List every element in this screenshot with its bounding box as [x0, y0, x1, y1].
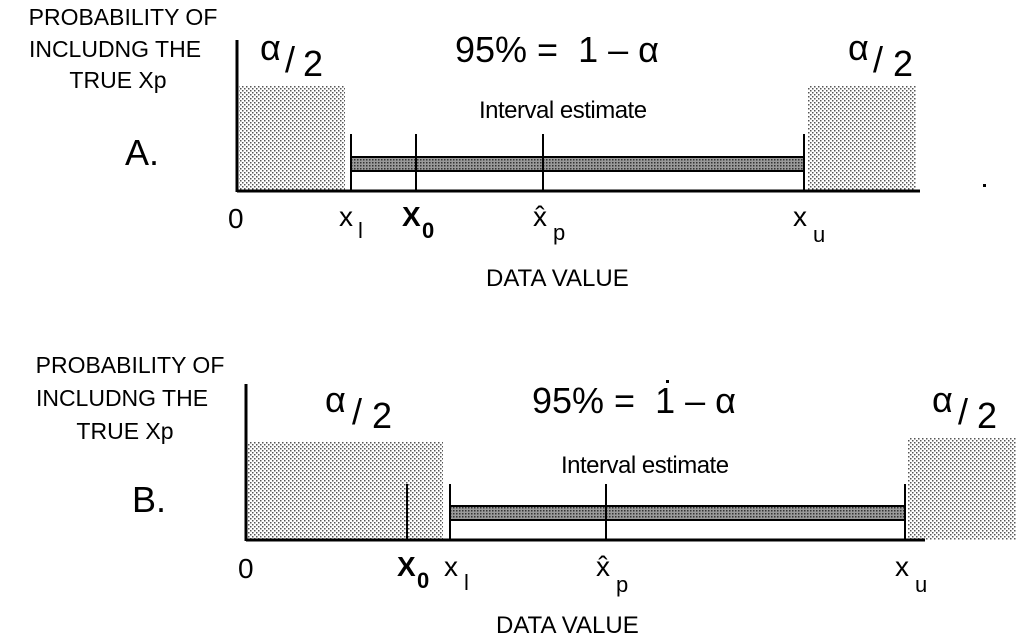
- x-axis-label: DATA VALUE: [486, 265, 629, 292]
- alpha-half-right: α / 2: [932, 379, 997, 436]
- alpha-half-left: α / 2: [325, 379, 392, 436]
- svg-text:α: α: [260, 27, 281, 68]
- tick-x-zero: X 0: [397, 551, 429, 593]
- svg-text:α: α: [932, 379, 953, 420]
- alpha-half-right: α / 2: [848, 27, 913, 84]
- tick-x-upper: x u: [793, 201, 825, 247]
- svg-text:u: u: [915, 572, 927, 597]
- svg-text:l: l: [464, 570, 469, 595]
- tick-x-p-hat: x̂ p: [533, 201, 565, 245]
- svg-text:/: /: [352, 391, 362, 432]
- panel-b: PROBABILITY OF INCLUDNG THE TRUE Xp B. α…: [36, 352, 1016, 639]
- svg-text:x: x: [793, 201, 807, 232]
- svg-text:x: x: [444, 551, 458, 582]
- x-axis-label: DATA VALUE: [496, 612, 639, 639]
- svg-text:/: /: [958, 391, 968, 432]
- panel-letter-a: A.: [125, 132, 159, 173]
- lower-tail-region: [239, 86, 345, 192]
- tick-x-upper: x u: [895, 551, 927, 597]
- upper-tail-region: [808, 86, 916, 192]
- y-axis-label-line-1: PROBABILITY OF: [36, 352, 225, 378]
- svg-text:/: /: [873, 39, 883, 80]
- svg-text:x̂: x̂: [533, 201, 547, 232]
- tick-x-zero: X 0: [402, 201, 434, 243]
- tick-zero: 0: [238, 553, 254, 584]
- lower-tail-region: [248, 442, 443, 540]
- tick-x-lower: x l: [444, 551, 469, 595]
- interval-estimate-label: Interval estimate: [479, 97, 647, 124]
- svg-text:2: 2: [977, 395, 997, 436]
- panel-letter-b: B.: [132, 479, 166, 520]
- y-axis-label-line-3: TRUE Xp: [76, 418, 173, 444]
- stray-dot: [983, 184, 986, 187]
- svg-text:l: l: [358, 218, 363, 243]
- svg-text:2: 2: [303, 43, 323, 84]
- confidence-label: 95% = 1 – α: [532, 380, 736, 421]
- interval-estimate-label: Interval estimate: [561, 452, 729, 479]
- svg-text:p: p: [553, 220, 565, 245]
- tick-x-p-hat: x̂ p: [596, 551, 628, 597]
- svg-text:X: X: [397, 551, 416, 582]
- svg-text:2: 2: [372, 395, 392, 436]
- stray-dot: [666, 380, 669, 383]
- interval-bar: [449, 505, 906, 521]
- svg-text:/: /: [285, 39, 295, 80]
- svg-text:α: α: [848, 27, 869, 68]
- svg-text:x: x: [895, 551, 909, 582]
- y-axis-label-line-1: PROBABILITY OF: [29, 4, 218, 30]
- y-axis-label-line-2: INCLUDNG THE: [36, 385, 208, 411]
- y-axis-label-line-2: INCLUDNG THE: [29, 36, 201, 62]
- alpha-half-left: α / 2: [260, 27, 323, 84]
- tick-zero: 0: [228, 203, 244, 234]
- svg-text:2: 2: [893, 43, 913, 84]
- confidence-label: 95% = 1 – α: [455, 29, 659, 70]
- svg-text:α: α: [325, 379, 346, 420]
- svg-text:0: 0: [417, 568, 429, 593]
- svg-text:u: u: [813, 222, 825, 247]
- interval-bar: [350, 156, 805, 172]
- svg-text:X: X: [402, 201, 421, 232]
- panel-a: PROBABILITY OF INCLUDNG THE TRUE Xp A. α…: [29, 4, 986, 292]
- svg-text:0: 0: [422, 218, 434, 243]
- tick-x-lower: x l: [339, 201, 363, 243]
- svg-text:p: p: [616, 572, 628, 597]
- svg-text:x̂: x̂: [596, 551, 610, 582]
- y-axis-label-line-3: TRUE Xp: [69, 67, 166, 93]
- upper-tail-region: [908, 438, 1016, 540]
- svg-text:x: x: [339, 201, 353, 232]
